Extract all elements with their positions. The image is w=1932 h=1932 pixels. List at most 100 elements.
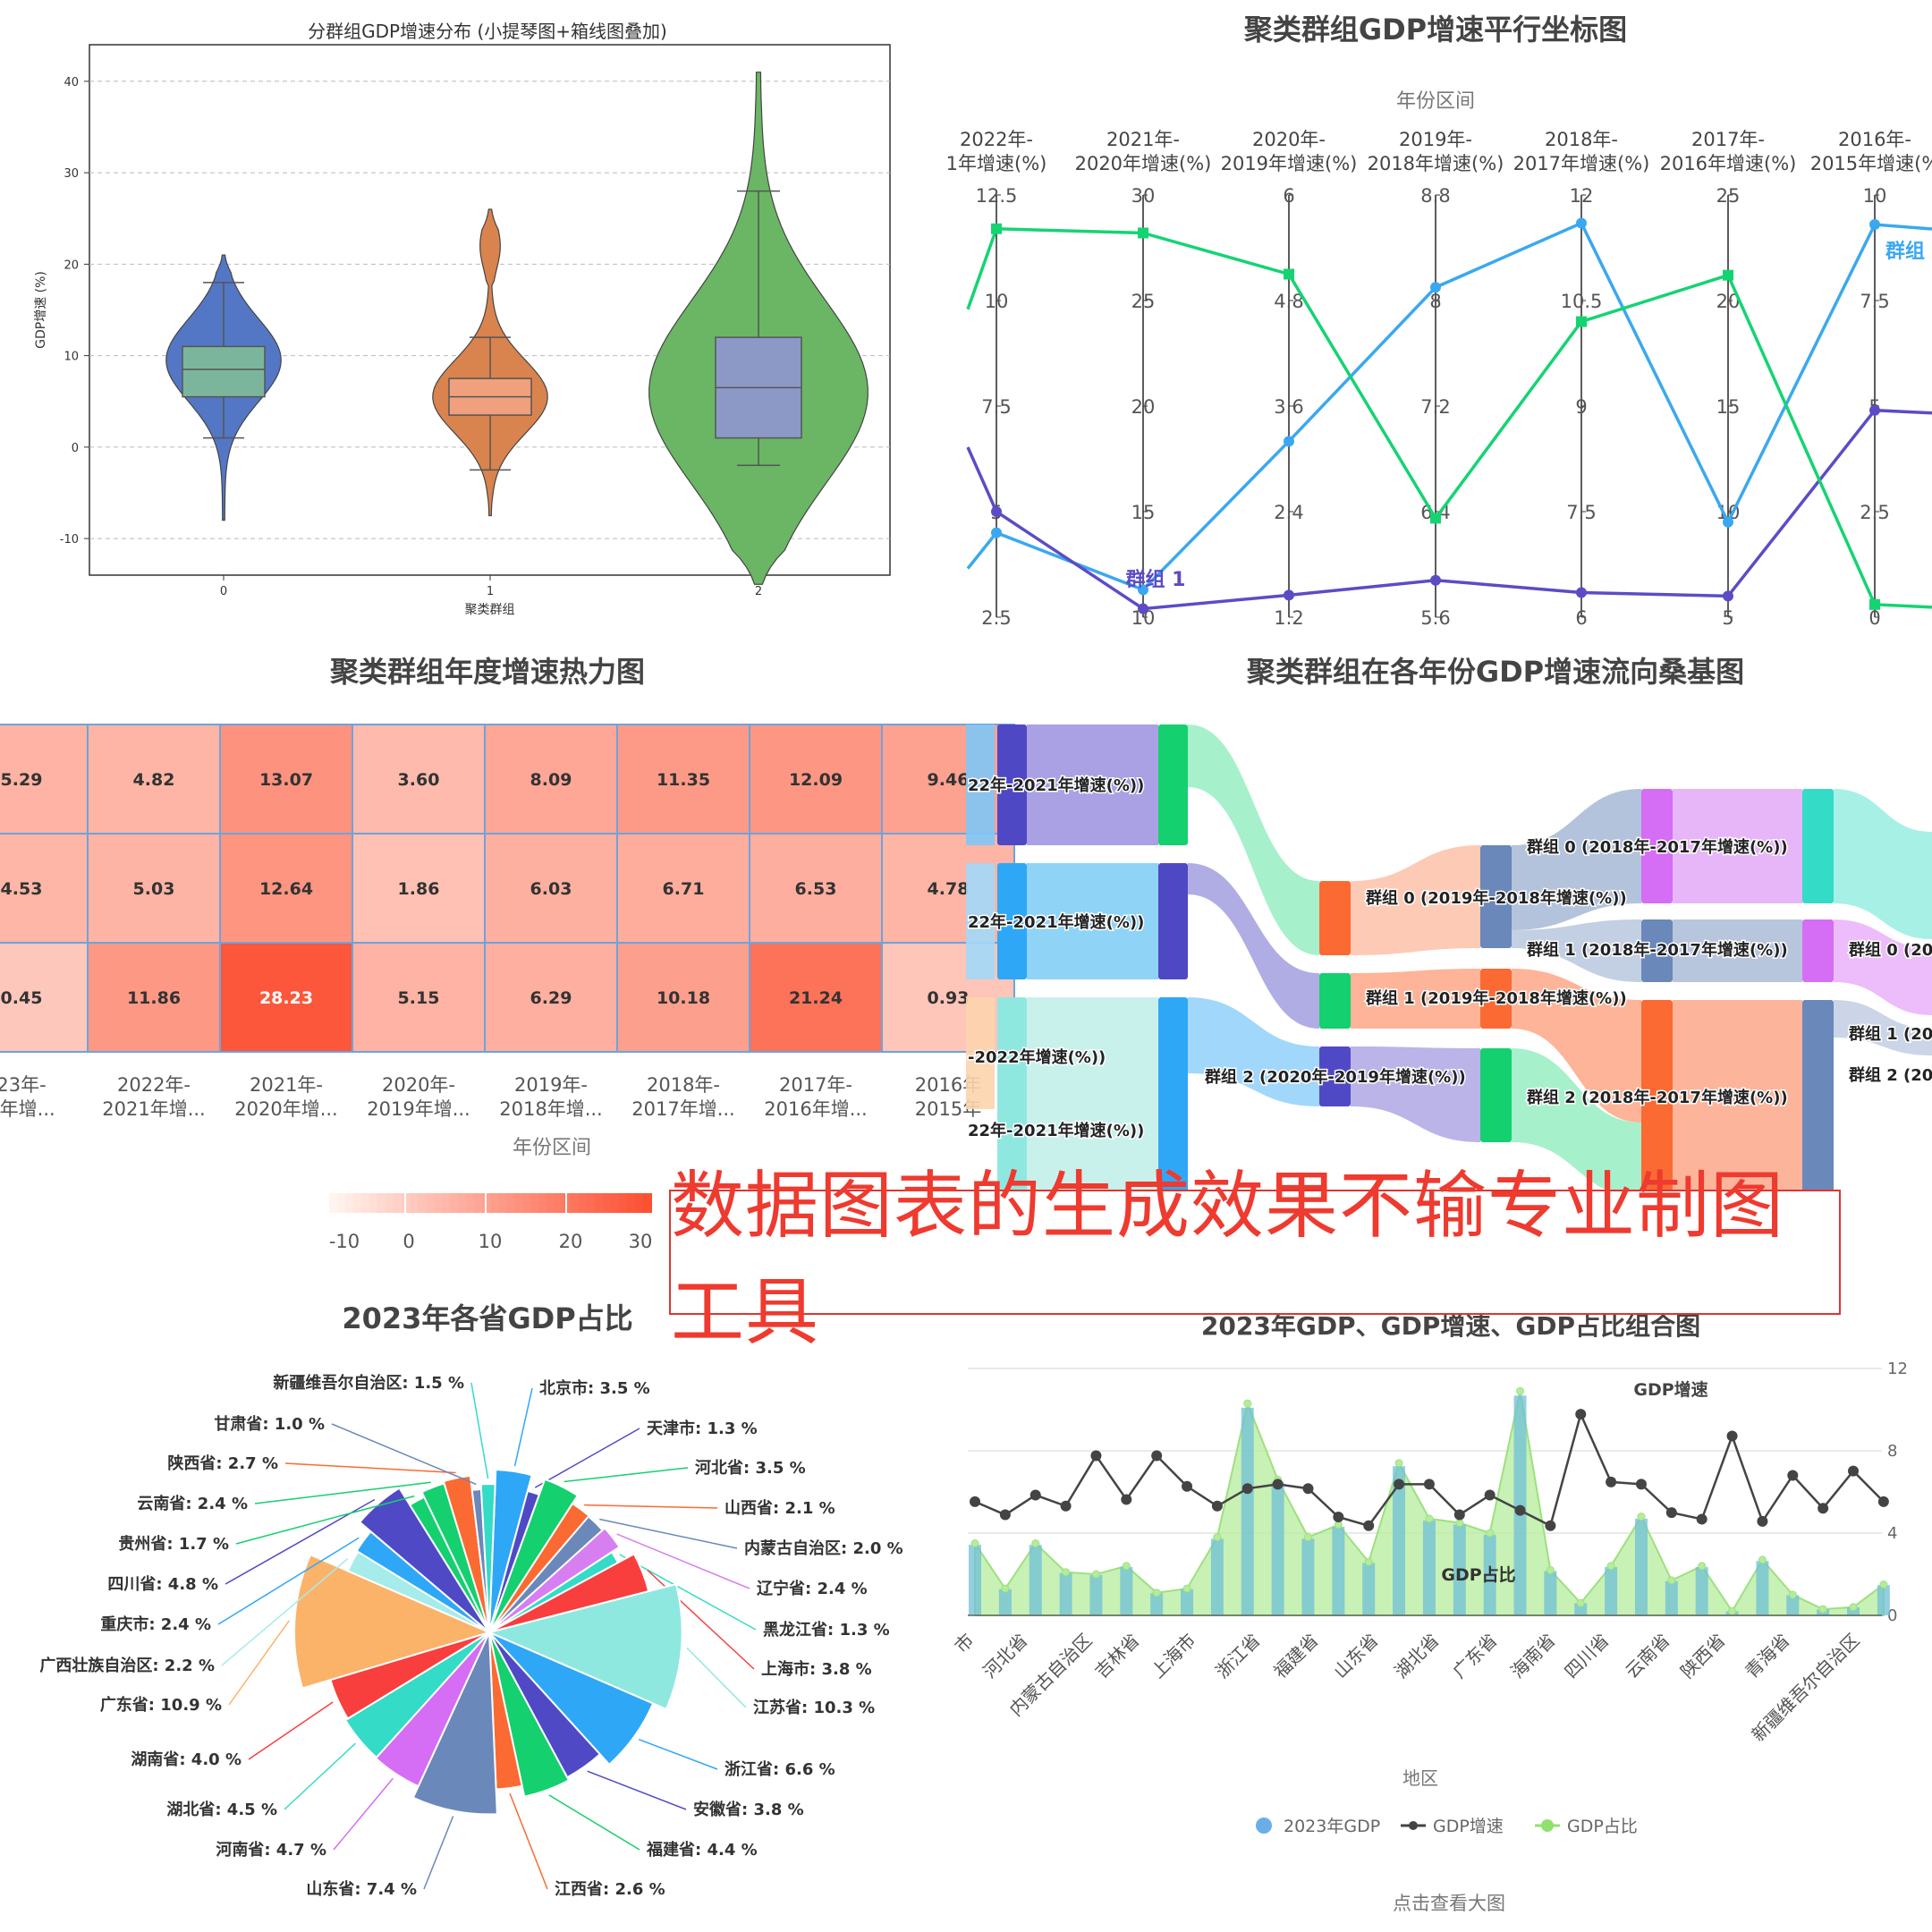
combo-growth-point bbox=[1575, 1409, 1587, 1420]
sankey-node-label: 22年-2021年增速(%)) bbox=[968, 1121, 1144, 1140]
heatmap-cell-label: 4.53 bbox=[1, 879, 43, 899]
sankey-node bbox=[1319, 1046, 1351, 1106]
heatmap-colorbar-step bbox=[587, 1193, 596, 1213]
combo-share-point bbox=[1122, 1562, 1131, 1571]
sankey-link bbox=[1188, 724, 1319, 955]
combo-legend-swatch bbox=[1409, 1821, 1418, 1830]
pie-slice bbox=[488, 1526, 621, 1633]
violin-title: 分群组GDP增速分布 (小提琴图+箱线图叠加) bbox=[308, 21, 667, 42]
combo-legend-swatch bbox=[1256, 1818, 1272, 1834]
combo-growth-point bbox=[1787, 1470, 1799, 1481]
sankey-node-label: 群组 1 (2018年-2017年增速(%)) bbox=[1527, 940, 1788, 960]
combo-legend-label: 2023年GDP bbox=[1284, 1817, 1380, 1836]
parallel-axis-label: 2016年- bbox=[1838, 129, 1911, 150]
pie-leader-line bbox=[333, 1777, 394, 1851]
combo-share-point bbox=[1879, 1580, 1888, 1589]
heatmap-colorbar-step bbox=[410, 1193, 419, 1213]
parallel-point bbox=[1723, 590, 1733, 602]
pie-slice bbox=[486, 1582, 683, 1711]
heatmap-colorbar-step bbox=[450, 1193, 459, 1213]
combo-gdp-bar bbox=[998, 1589, 1012, 1615]
combo-gdp-bar bbox=[1483, 1534, 1496, 1615]
sankey-link bbox=[1512, 919, 1641, 982]
parallel-point bbox=[1576, 217, 1587, 229]
parallel-axis-label: 2019年增速(%) bbox=[1221, 153, 1358, 174]
pie-slice-label: 江西省: 2.6 % bbox=[555, 1879, 665, 1899]
heatmap-colorbar-step bbox=[369, 1193, 378, 1213]
heatmap-cell-label: 11.86 bbox=[127, 988, 181, 1008]
heatmap-xtick-label: 2019年增... bbox=[367, 1098, 470, 1120]
combo-xtick-label: 四川省 bbox=[1560, 1630, 1613, 1682]
combo-legend-label: GDP增速 bbox=[1433, 1817, 1504, 1836]
heatmap-colorbar-step bbox=[571, 1193, 580, 1213]
combo-gdp-bar bbox=[1332, 1526, 1345, 1615]
heatmap-cell-label: 6.03 bbox=[530, 879, 572, 899]
pie-slice-label: 贵州省: 1.7 % bbox=[118, 1534, 229, 1554]
heatmap-cell-label: 12.09 bbox=[789, 770, 843, 790]
combo-gdp-bar bbox=[1665, 1580, 1678, 1615]
heatmap-colorbar-step bbox=[547, 1193, 555, 1213]
heatmap-xtick-label: 2021年增... bbox=[102, 1098, 205, 1120]
heatmap-xtick-label: 2020年增... bbox=[234, 1098, 337, 1120]
parallel-tick-label: 7.5 bbox=[1860, 291, 1889, 312]
sankey-link bbox=[1673, 1000, 1802, 1197]
heatmap-colorbar-step bbox=[611, 1193, 620, 1213]
heatmap-colorbar-step bbox=[506, 1193, 515, 1213]
combo-growth-point bbox=[1757, 1515, 1768, 1527]
pie-leader-line bbox=[235, 1495, 415, 1545]
sankey-node-label: 群组 1 (2019年-2018年增速(%)) bbox=[1366, 988, 1627, 1008]
pie-leader-line bbox=[686, 1647, 747, 1708]
pie-slice bbox=[479, 1483, 496, 1633]
pie-slice-label: 陕西省: 2.7 % bbox=[167, 1453, 278, 1473]
parallel-tick-label: 9 bbox=[1575, 396, 1587, 418]
sankey-link bbox=[1351, 969, 1480, 1029]
combo-xtick-label: 云南省 bbox=[1621, 1630, 1674, 1682]
heatmap-cell bbox=[87, 833, 221, 944]
pie-slice bbox=[488, 1631, 655, 1767]
combo-share-point bbox=[1788, 1590, 1797, 1599]
heatmap-colorbar-step bbox=[530, 1193, 539, 1213]
heatmap-colorbar-step bbox=[643, 1193, 652, 1213]
combo-growth-point bbox=[1090, 1450, 1102, 1462]
sankey-node bbox=[1802, 1000, 1834, 1197]
heatmap-colorbar-step bbox=[619, 1193, 628, 1213]
sankey-node bbox=[997, 997, 1027, 1230]
combo-share-point bbox=[1455, 1519, 1464, 1527]
heatmap-colorbar-step bbox=[514, 1193, 523, 1213]
sankey-node-label: 22年-2021年增速(%)) bbox=[968, 775, 1144, 795]
sankey-node bbox=[1480, 845, 1512, 948]
parallel-tick-label: 6 bbox=[1283, 185, 1294, 207]
parallel-axis-name: 年份区间 bbox=[1396, 90, 1475, 113]
parallel-point bbox=[1138, 584, 1148, 596]
heatmap-cell-label: 10.18 bbox=[657, 988, 710, 1008]
pie-slice-label: 广东省: 10.9 % bbox=[100, 1695, 222, 1715]
parallel-axis-label: 2015年增速(% bbox=[1810, 153, 1932, 174]
heatmap-cell-label: 13.07 bbox=[259, 770, 313, 790]
combo-share-area bbox=[974, 1391, 1885, 1616]
heatmap-colorbar-step bbox=[418, 1193, 427, 1213]
heatmap-cell bbox=[484, 724, 618, 835]
sankey-node-label: 群组 2 (2018年-2017年增速(%)) bbox=[1527, 1088, 1788, 1107]
heatmap-cell bbox=[0, 833, 89, 944]
pie-slice-label: 江苏省: 10.3 % bbox=[753, 1698, 875, 1717]
parallel-tick-label: 0 bbox=[1868, 607, 1880, 629]
pie-leader-line bbox=[284, 1462, 456, 1474]
combo-growth-point bbox=[1877, 1496, 1889, 1507]
combo-growth-point bbox=[1302, 1483, 1314, 1495]
heatmap-cell-label: 6.71 bbox=[663, 879, 705, 899]
combo-gdp-bar bbox=[1029, 1545, 1042, 1615]
heatmap-cell-label: 5.03 bbox=[133, 879, 175, 899]
parallel-axis-label: 2019年- bbox=[1399, 129, 1472, 150]
sankey-node-label: 22年-2021年增速(%)) bbox=[968, 912, 1144, 932]
combo-gdp-bar bbox=[1362, 1563, 1376, 1615]
parallel-tick-label: 10 bbox=[985, 291, 1009, 312]
combo-growth-point bbox=[1182, 1480, 1193, 1492]
heatmap-colorbar-label: -10 bbox=[329, 1231, 360, 1252]
parallel-tick-label: 25 bbox=[1716, 185, 1741, 207]
heatmap-cell bbox=[219, 833, 353, 944]
combo-share-point bbox=[1516, 1386, 1525, 1395]
heatmap-xtick-label: 2022年- bbox=[117, 1074, 191, 1096]
heatmap-colorbar-step bbox=[426, 1193, 435, 1213]
